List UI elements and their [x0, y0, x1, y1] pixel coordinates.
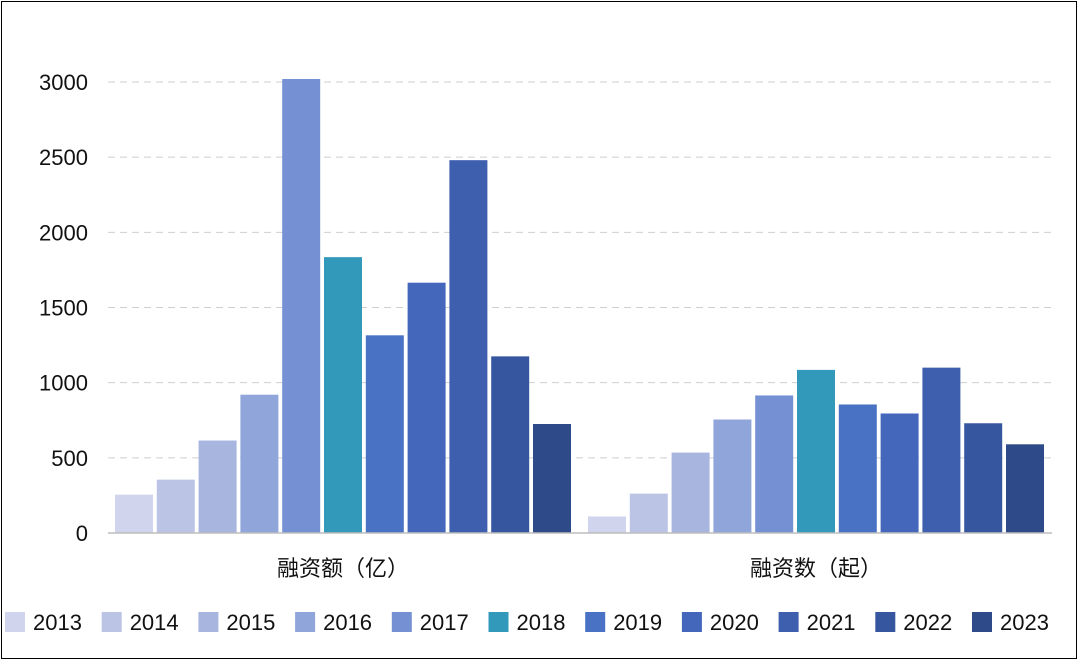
legend-item: 2017 — [391, 610, 469, 635]
y-axis-ticks: 0 500 1000 1500 2000 2500 3000 — [39, 70, 88, 546]
bar-2021-count — [922, 367, 961, 533]
legend-swatch — [391, 612, 412, 632]
y-tick-label: 0 — [76, 521, 88, 546]
bar-2022-count — [964, 423, 1003, 533]
y-tick-label: 1000 — [39, 371, 88, 396]
bar-2020-amount — [407, 282, 446, 533]
legend-label: 2017 — [420, 610, 469, 635]
legend-item: 2014 — [101, 610, 179, 635]
legend-swatch — [101, 612, 122, 632]
bar-2015-amount — [198, 440, 237, 533]
legend-item: 2019 — [585, 610, 662, 635]
legend-label: 2020 — [710, 610, 759, 635]
bar-2016-amount — [240, 394, 279, 533]
legend-item: 2021 — [778, 610, 856, 635]
legend-swatch — [5, 612, 25, 632]
legend-label: 2023 — [1000, 610, 1049, 635]
legend-item: 2015 — [198, 610, 275, 635]
legend-swatch — [585, 612, 606, 632]
bar-2016-count — [713, 419, 752, 533]
legend-label: 2015 — [226, 610, 275, 635]
bar-2020-count — [880, 413, 919, 533]
legend-item: 2018 — [488, 610, 566, 635]
bar-2017-amount — [282, 78, 321, 533]
legend-swatch — [681, 612, 702, 632]
y-tick-label: 2500 — [39, 145, 88, 170]
legend-label: 2022 — [903, 610, 952, 635]
legend-label: 2014 — [130, 610, 179, 635]
legend-swatch — [972, 612, 992, 632]
legend-label: 2019 — [613, 610, 662, 635]
legend-swatch — [875, 612, 896, 632]
legend-item: 2020 — [681, 610, 759, 635]
legend-label: 2018 — [517, 610, 566, 635]
legend-label: 2016 — [323, 610, 372, 635]
legend-label: 2013 — [33, 610, 82, 635]
bar-2019-count — [838, 404, 877, 533]
bar-2023-amount — [533, 424, 571, 533]
legend-item: 2022 — [875, 610, 952, 635]
y-tick-label: 2000 — [39, 220, 88, 245]
legend-label: 2021 — [807, 610, 856, 635]
y-tick-label: 3000 — [39, 70, 88, 95]
legend-swatch — [488, 612, 509, 632]
bar-2014-count — [629, 493, 668, 533]
bar-2023-count — [1006, 444, 1044, 533]
legend-item: 2016 — [295, 610, 372, 635]
legend-swatch — [295, 612, 316, 632]
bar-2018-amount — [324, 257, 362, 533]
category-label: 融资数（起） — [750, 557, 882, 582]
bar-2013-amount — [115, 494, 153, 533]
bar-2013-count — [588, 516, 626, 533]
legend-item: 2023 — [972, 610, 1049, 635]
legend-item: 2013 — [5, 610, 82, 635]
category-label: 融资额（亿） — [277, 557, 409, 582]
legend-swatch — [198, 612, 219, 632]
legend: 2013 2014 2015 2016 2017 2018 2019 2020 2021 2022… — [5, 610, 1049, 635]
bar-2015-count — [671, 452, 710, 533]
bar-2022-amount — [491, 356, 530, 533]
y-tick-label: 500 — [51, 446, 88, 471]
bar-2021-amount — [449, 160, 488, 533]
x-axis-categories: 融资额（亿） 融资数（起） — [277, 557, 882, 582]
y-tick-label: 1500 — [39, 296, 88, 321]
bar-2019-amount — [365, 335, 404, 533]
bar-2018-count — [797, 369, 835, 533]
bar-2014-amount — [156, 479, 195, 533]
bars — [115, 78, 1044, 533]
legend-swatch — [778, 612, 799, 632]
bar-2017-count — [755, 395, 794, 533]
